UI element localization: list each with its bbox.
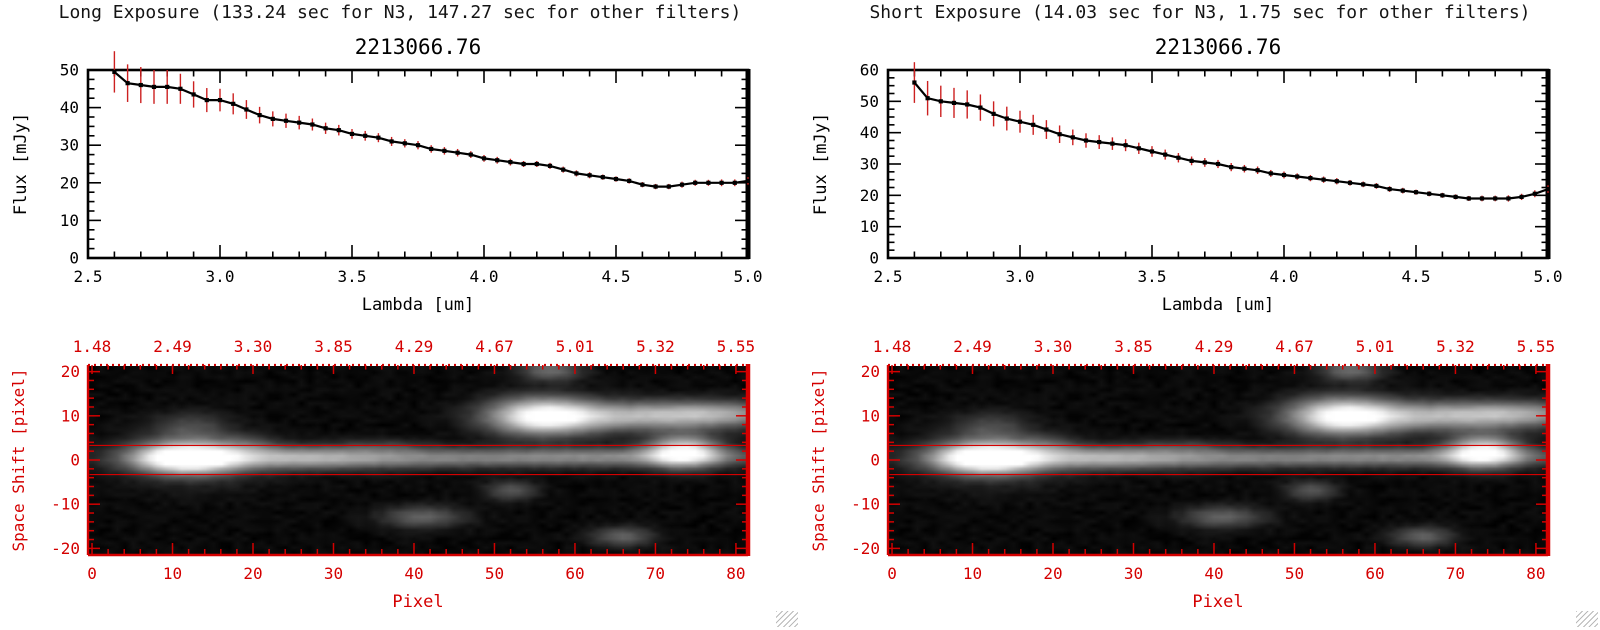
svg-text:2.49: 2.49 xyxy=(953,337,992,356)
svg-text:80: 80 xyxy=(726,564,745,583)
svg-text:10: 10 xyxy=(861,406,880,425)
spectrum-svg-short: 2213066.76 2.5 3.0 3.5 4.0 4.5 5.0 0 10 20 30 40 50 6… xyxy=(811,35,1563,315)
svg-text:4.5: 4.5 xyxy=(602,267,631,286)
svg-text:-10: -10 xyxy=(851,495,880,514)
svg-text:4.0: 4.0 xyxy=(470,267,499,286)
svg-text:10: 10 xyxy=(163,564,182,583)
svg-text:50: 50 xyxy=(60,61,79,80)
svg-text:5.01: 5.01 xyxy=(556,337,595,356)
svg-text:3.30: 3.30 xyxy=(234,337,273,356)
svg-text:5.55: 5.55 xyxy=(1517,337,1556,356)
svg-text:10: 10 xyxy=(860,217,879,236)
spectral-image-long: 1.48 2.49 3.30 3.85 4.29 4.67 5.01 5.32 5.55 0 10 2… xyxy=(0,330,800,630)
svg-text:5.0: 5.0 xyxy=(734,267,763,286)
svg-text:20: 20 xyxy=(60,173,79,192)
svg-text:0: 0 xyxy=(870,451,880,470)
svg-text:40: 40 xyxy=(60,98,79,117)
svg-text:60: 60 xyxy=(565,564,584,583)
spectrum-plot-short: 2213066.76 2.5 3.0 3.5 4.0 4.5 5.0 0 10 20 30 40 50 6… xyxy=(800,26,1600,322)
svg-text:2.5: 2.5 xyxy=(874,267,903,286)
svg-text:10: 10 xyxy=(61,406,80,425)
svg-text:3.30: 3.30 xyxy=(1034,337,1073,356)
spectrum-plot-long: 2213066.76 2.5 3.0 3.5 4.0 4.5 5.0 0 10 20 30 40 50 L… xyxy=(0,26,800,322)
svg-text:10: 10 xyxy=(60,211,79,230)
svg-text:40: 40 xyxy=(1204,564,1223,583)
svg-text:3.85: 3.85 xyxy=(314,337,353,356)
svg-text:5.32: 5.32 xyxy=(1436,337,1475,356)
svg-text:Lambda [um]: Lambda [um] xyxy=(362,295,475,315)
svg-text:Space Shift [pixel]: Space Shift [pixel] xyxy=(9,368,28,551)
svg-text:3.5: 3.5 xyxy=(338,267,367,286)
spectral-image-axes-short: 1.48 2.49 3.30 3.85 4.29 4.67 5.01 5.32 5.55 0 10 2… xyxy=(809,337,1556,612)
svg-text:20: 20 xyxy=(243,564,262,583)
panel-short-exposure: Short Exposure (14.03 sec for N3, 1.75 s… xyxy=(800,0,1600,630)
svg-text:4.5: 4.5 xyxy=(1402,267,1431,286)
svg-text:Flux [mJy]: Flux [mJy] xyxy=(11,113,31,215)
svg-text:30: 30 xyxy=(860,155,879,174)
svg-text:20: 20 xyxy=(861,362,880,381)
svg-text:0: 0 xyxy=(869,249,879,268)
panel-long-exposure: Long Exposure (133.24 sec for N3, 147.27… xyxy=(0,2,800,630)
svg-text:Space Shift [pixel]: Space Shift [pixel] xyxy=(809,368,828,551)
svg-text:60: 60 xyxy=(860,61,879,80)
svg-text:40: 40 xyxy=(404,564,423,583)
svg-text:30: 30 xyxy=(60,136,79,155)
svg-text:20: 20 xyxy=(860,186,879,205)
svg-text:60: 60 xyxy=(1365,564,1384,583)
svg-text:0: 0 xyxy=(887,564,897,583)
svg-text:4.0: 4.0 xyxy=(1270,267,1299,286)
svg-text:2213066.76: 2213066.76 xyxy=(1155,35,1281,59)
svg-text:70: 70 xyxy=(646,564,665,583)
svg-text:Lambda [um]: Lambda [um] xyxy=(1162,295,1275,315)
svg-text:80: 80 xyxy=(1526,564,1545,583)
svg-text:4.67: 4.67 xyxy=(475,337,514,356)
svg-text:20: 20 xyxy=(61,362,80,381)
svg-text:0: 0 xyxy=(69,249,79,268)
svg-text:0: 0 xyxy=(70,451,80,470)
svg-text:10: 10 xyxy=(963,564,982,583)
svg-text:50: 50 xyxy=(860,92,879,111)
svg-text:3.5: 3.5 xyxy=(1138,267,1167,286)
svg-text:20: 20 xyxy=(1043,564,1062,583)
svg-text:5.01: 5.01 xyxy=(1356,337,1395,356)
spectral-image-axes-long: 1.48 2.49 3.30 3.85 4.29 4.67 5.01 5.32 5.55 0 10 2… xyxy=(9,337,756,612)
svg-text:4.29: 4.29 xyxy=(395,337,434,356)
svg-text:0: 0 xyxy=(87,564,97,583)
panel-title-long: Long Exposure (133.24 sec for N3, 147.27… xyxy=(58,2,742,23)
svg-text:Pixel: Pixel xyxy=(1192,592,1243,612)
svg-text:2.5: 2.5 xyxy=(74,267,103,286)
svg-text:-20: -20 xyxy=(51,539,80,558)
svg-text:3.0: 3.0 xyxy=(206,267,235,286)
svg-text:2.49: 2.49 xyxy=(153,337,192,356)
svg-text:1.48: 1.48 xyxy=(73,337,112,356)
spectrum-svg-long: 2213066.76 2.5 3.0 3.5 4.0 4.5 5.0 0 10 20 30 40 50 L… xyxy=(11,35,763,315)
panel-title-short: Short Exposure (14.03 sec for N3, 1.75 s… xyxy=(869,2,1531,23)
svg-text:5.55: 5.55 xyxy=(717,337,756,356)
svg-text:4.67: 4.67 xyxy=(1275,337,1314,356)
svg-text:-20: -20 xyxy=(851,539,880,558)
svg-text:Flux [mJy]: Flux [mJy] xyxy=(811,113,831,215)
svg-text:30: 30 xyxy=(324,564,343,583)
svg-text:40: 40 xyxy=(860,123,879,142)
svg-text:Pixel: Pixel xyxy=(392,592,443,612)
spectral-image-canvas-long xyxy=(89,366,747,554)
svg-text:50: 50 xyxy=(485,564,504,583)
svg-text:30: 30 xyxy=(1124,564,1143,583)
svg-text:5.0: 5.0 xyxy=(1534,267,1563,286)
svg-text:50: 50 xyxy=(1285,564,1304,583)
svg-text:1.48: 1.48 xyxy=(873,337,912,356)
svg-text:70: 70 xyxy=(1446,564,1465,583)
resize-grip xyxy=(1576,611,1598,627)
svg-text:-10: -10 xyxy=(51,495,80,514)
svg-text:3.85: 3.85 xyxy=(1114,337,1153,356)
svg-text:4.29: 4.29 xyxy=(1195,337,1234,356)
spectral-image-short: 1.48 2.49 3.30 3.85 4.29 4.67 5.01 5.32 5.55 0 10 2… xyxy=(800,330,1600,630)
svg-text:2213066.76: 2213066.76 xyxy=(355,35,481,59)
svg-text:5.32: 5.32 xyxy=(636,337,675,356)
svg-text:3.0: 3.0 xyxy=(1006,267,1035,286)
spectral-image-canvas-short xyxy=(889,366,1547,554)
resize-grip xyxy=(776,611,798,627)
